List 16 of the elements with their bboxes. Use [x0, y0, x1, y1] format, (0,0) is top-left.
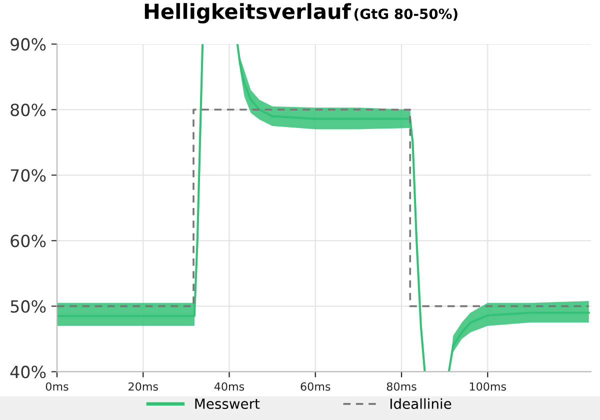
y-tick-label: 80% [10, 104, 46, 116]
y-tick-label: 70% [10, 169, 46, 182]
x-tick-label: 20ms [128, 382, 158, 391]
y-tick-label: 40% [10, 366, 46, 378]
x-tick-label: 60ms [300, 382, 330, 391]
x-tick-label: 80ms [386, 382, 416, 391]
x-tick-label: 0ms [46, 382, 68, 391]
chart-subtitle: (GtG 80-50%) [354, 8, 458, 21]
y-tick-label: 60% [10, 234, 46, 248]
y-tick-label: 50% [10, 300, 46, 313]
chart-title: Helligkeitsverlauf [144, 3, 352, 24]
y-tick-label: 90% [10, 38, 46, 51]
legend-label: Messwert [195, 398, 260, 410]
x-tick-label: 100ms [470, 382, 506, 391]
x-tick-label: 40ms [214, 382, 244, 391]
legend-label: Ideallinie [390, 398, 452, 410]
